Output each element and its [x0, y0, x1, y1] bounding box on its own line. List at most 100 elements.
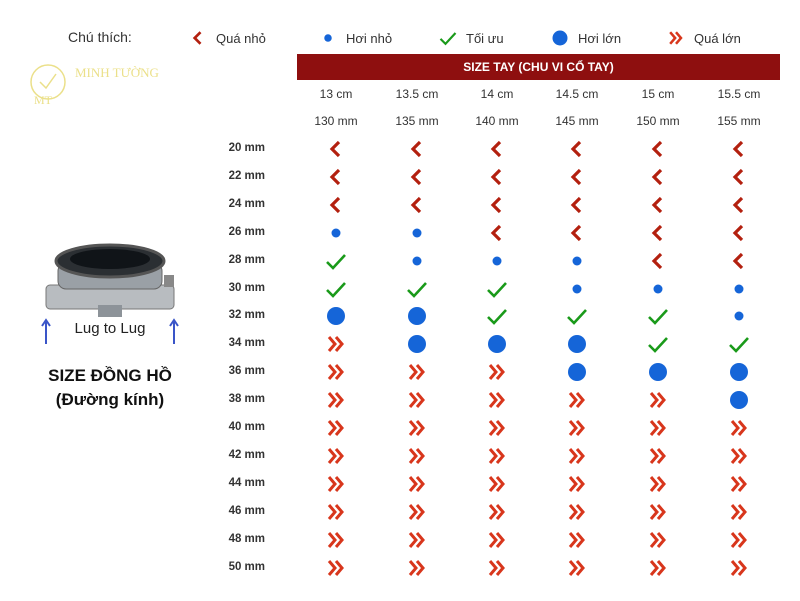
double-chevron-right-icon [649, 559, 666, 576]
double-chevron-right-icon [408, 420, 425, 436]
chevron-left-icon [732, 224, 744, 241]
grid-cell [724, 444, 754, 468]
grid-cell [402, 249, 432, 273]
grid-cell [321, 277, 351, 301]
grid-cell [643, 221, 673, 245]
grid-cell [321, 388, 351, 412]
grid-cell [402, 221, 432, 245]
legend-item: Quá lớn [666, 28, 741, 48]
grid-cell [402, 304, 432, 328]
check-icon [487, 309, 507, 326]
grid-cell [562, 360, 592, 384]
chevron-left-icon [410, 168, 422, 186]
grid-cell [402, 528, 432, 552]
double-chevron-right-icon [408, 364, 425, 381]
small-dot-icon [734, 284, 744, 293]
double-chevron-right-icon [408, 392, 425, 409]
chevron-left-icon [651, 224, 663, 241]
grid-cell [643, 332, 673, 356]
column-header-mm: 130 mm [314, 114, 358, 128]
large-dot-icon [408, 335, 426, 354]
large-dot-icon [730, 363, 748, 382]
grid-cell [402, 472, 432, 496]
large-dot-icon [552, 30, 568, 46]
double-chevron-right-icon [568, 392, 585, 409]
grid-cell [724, 221, 754, 245]
grid-cell [724, 277, 754, 301]
legend-item: Quá nhỏ [188, 28, 266, 48]
grid-cell [643, 500, 673, 524]
grid-cell [643, 304, 673, 328]
double-chevron-right-icon [649, 392, 666, 409]
grid-cell [643, 277, 673, 301]
chevron-left-icon [490, 196, 502, 213]
double-chevron-right-icon [408, 503, 425, 520]
large-dot-icon [568, 363, 586, 382]
check-icon [648, 337, 668, 354]
grid-cell [482, 556, 512, 580]
column-header-mm: 150 mm [636, 114, 680, 128]
grid-cell [562, 556, 592, 580]
double-chevron-right-icon [488, 364, 505, 381]
grid-cell [321, 165, 351, 189]
check-icon [567, 309, 587, 326]
watch-size-subtitle: (Đường kính) [55, 390, 165, 409]
grid-cell [724, 388, 754, 412]
grid-cell [562, 500, 592, 524]
chevron-left-icon [329, 196, 341, 213]
grid-cell [643, 472, 673, 496]
grid-cell [562, 332, 592, 356]
chevron-left-icon [570, 196, 582, 213]
small-dot-icon [331, 228, 341, 238]
check-icon [326, 253, 346, 270]
double-chevron-right-icon [327, 503, 344, 520]
row-label: 34 mm [228, 337, 265, 350]
row-label: 28 mm [228, 253, 265, 266]
row-label: 20 mm [228, 142, 265, 154]
double-chevron-right-icon [327, 475, 344, 492]
grid-cell [724, 193, 754, 217]
row-label: 36 mm [228, 365, 265, 378]
double-chevron-right-icon [488, 392, 505, 409]
grid-cell [643, 360, 673, 384]
grid-cell [562, 165, 592, 189]
grid-cell [321, 332, 351, 356]
legend-item: Hơi lớn [550, 28, 621, 48]
grid-cell [402, 556, 432, 580]
grid-cell [562, 444, 592, 468]
grid-cell [482, 416, 512, 440]
grid-cell [482, 165, 512, 189]
large-dot-icon [568, 335, 586, 354]
grid-cell [643, 528, 673, 552]
grid-cell [321, 556, 351, 580]
grid-cell [321, 249, 351, 273]
grid-cell [643, 193, 673, 217]
column-header-mm: 140 mm [475, 114, 519, 128]
double-chevron-right-icon [730, 447, 747, 464]
grid-cell [402, 332, 432, 356]
double-chevron-right-icon [327, 392, 344, 409]
double-chevron-right-icon [488, 559, 505, 576]
grid-cell [562, 221, 592, 245]
double-chevron-right-icon [649, 531, 666, 548]
double-chevron-right-icon [488, 447, 505, 464]
double-chevron-right-icon [568, 475, 585, 492]
column-header-cm: 15 cm [641, 87, 675, 101]
grid-cell [482, 332, 512, 356]
grid-cell [482, 444, 512, 468]
double-chevron-right-icon [730, 503, 747, 520]
chevron-left-icon [732, 252, 744, 269]
grid-cell [402, 444, 432, 468]
chevron-left-icon [651, 252, 663, 269]
grid-cell [562, 528, 592, 552]
small-dot-icon [572, 256, 582, 266]
grid-cell [643, 556, 673, 580]
grid-cell [643, 444, 673, 468]
grid-cell [321, 444, 351, 468]
chevron-left-icon [651, 140, 663, 158]
grid-cell [724, 332, 754, 356]
legend-item: Tối ưu [438, 28, 504, 48]
chevron-left-icon [570, 140, 582, 158]
legend-title: Chú thích: [68, 29, 132, 45]
legend-label: Hơi lớn [578, 30, 622, 46]
